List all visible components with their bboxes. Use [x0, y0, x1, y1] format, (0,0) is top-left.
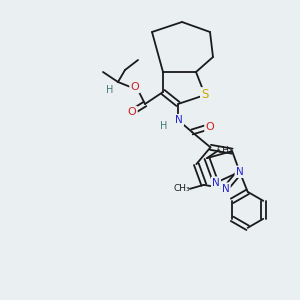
- Text: S: S: [201, 88, 209, 101]
- Text: N: N: [212, 178, 220, 188]
- Text: N: N: [236, 167, 244, 177]
- Text: S: S: [201, 88, 209, 101]
- Text: O: O: [206, 122, 214, 132]
- Text: CH₃: CH₃: [173, 184, 190, 194]
- Text: H: H: [160, 121, 168, 131]
- Text: O: O: [128, 107, 136, 117]
- Text: O: O: [130, 82, 140, 92]
- Text: CH₃: CH₃: [217, 146, 233, 154]
- Text: O: O: [128, 107, 136, 117]
- Text: N: N: [222, 184, 230, 194]
- Text: H: H: [106, 85, 114, 95]
- Text: N: N: [175, 115, 183, 125]
- Text: N: N: [236, 167, 244, 177]
- Text: H: H: [160, 121, 168, 131]
- Text: H: H: [106, 85, 114, 95]
- Text: N: N: [222, 184, 230, 194]
- Text: N: N: [175, 115, 183, 125]
- Text: O: O: [130, 82, 140, 92]
- Text: O: O: [206, 122, 214, 132]
- Text: N: N: [212, 178, 220, 188]
